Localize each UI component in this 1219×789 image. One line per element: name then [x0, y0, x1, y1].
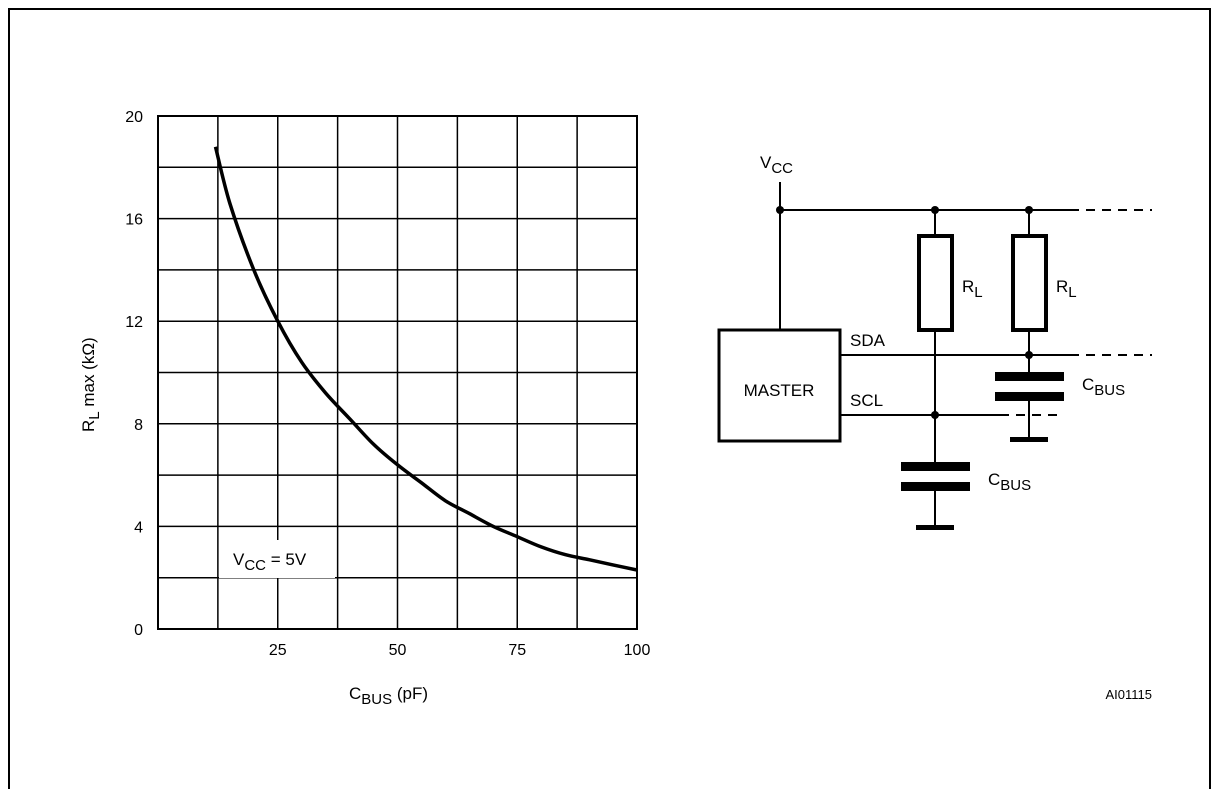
vcc-junction-dot [776, 206, 784, 214]
rl2-label: RL [1056, 277, 1077, 301]
figure-code: AI01115 [1105, 687, 1152, 702]
i2c-bus-circuit: VCC MASTER SDA SCL RL CBUS RL [717, 153, 1152, 702]
cbus2-label: CBUS [1082, 375, 1125, 399]
rl1-resistor [917, 234, 954, 332]
cbus2-top-plate [995, 372, 1064, 381]
vcc-annotation-bg [219, 540, 335, 578]
vcc-annotation: VCC = 5V [233, 550, 307, 574]
vcc-label: VCC [760, 153, 793, 177]
x-tick-label: 25 [269, 642, 287, 659]
rl-max-curve [213, 146, 638, 572]
scl-junction-dot [931, 411, 939, 419]
scl-label: SCL [850, 391, 883, 410]
rl2-resistor [1011, 234, 1048, 332]
cbus1-top-plate [901, 462, 970, 471]
y-tick-label: 0 [134, 622, 143, 639]
cbus1-label: CBUS [988, 470, 1031, 494]
figure-border [8, 8, 1211, 789]
x-tick-label: 100 [624, 642, 651, 659]
master-block [717, 328, 842, 443]
chart-grid [158, 116, 637, 629]
y-tick-label: 16 [125, 212, 143, 229]
x-tick-labels: 25 50 75 100 [269, 642, 651, 659]
cbus1-bottom-plate [901, 482, 970, 491]
y-axis-label: RL max (kΩ) [79, 337, 103, 432]
x-tick-label: 75 [508, 642, 526, 659]
sda-label: SDA [850, 331, 886, 350]
rl1-label: RL [962, 277, 983, 301]
master-label: MASTER [744, 381, 815, 400]
y-tick-label: 8 [134, 417, 143, 434]
cbus2-ground-symbol [1010, 437, 1048, 442]
y-tick-label: 20 [125, 109, 143, 126]
y-tick-labels: 0 4 8 12 16 20 [125, 109, 143, 639]
y-tick-label: 4 [134, 519, 143, 536]
cbus1-ground-symbol [916, 525, 954, 530]
plot-area-border [157, 115, 638, 630]
x-axis-label: CBUS (pF) [349, 684, 428, 708]
y-tick-label: 12 [125, 314, 143, 331]
rl-vs-cbus-chart: 0 4 8 12 16 20 25 50 75 100 VCC = 5V CBUS (pF) R… [79, 109, 650, 708]
sda-junction-dot [1025, 351, 1033, 359]
cbus2-bottom-plate [995, 392, 1064, 401]
x-tick-label: 50 [389, 642, 407, 659]
